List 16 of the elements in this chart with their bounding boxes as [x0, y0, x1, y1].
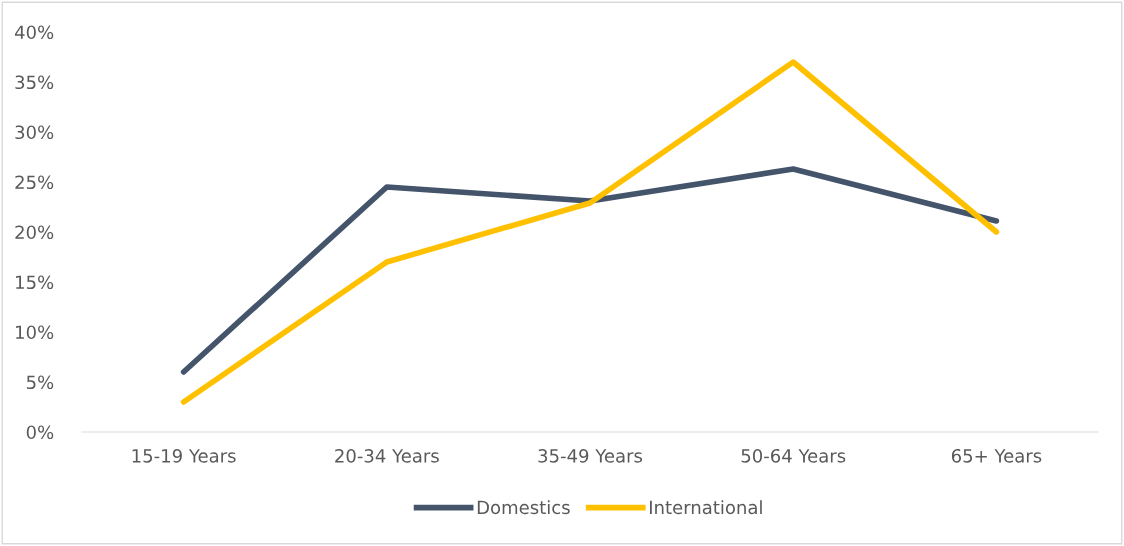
y-tick-label: 35% [15, 75, 54, 90]
x-tick-label: 35-49 Years [538, 448, 643, 463]
x-tick-label: 50-64 Years [741, 448, 846, 463]
y-tick-label: 5% [26, 375, 54, 390]
y-tick-label: 25% [15, 175, 54, 190]
x-tick-label: 20-34 Years [335, 448, 439, 463]
y-tick-label: 20% [15, 225, 54, 240]
x-tick-label: 15-19 Years [132, 448, 236, 463]
y-tick-label: 0% [26, 425, 54, 440]
y-tick-label: 15% [16, 275, 54, 290]
legend-label: Domestics [477, 500, 570, 515]
y-tick-label: 40% [14, 25, 54, 40]
y-tick-label: 10% [16, 325, 54, 340]
x-tick-label: 65+ Years [951, 448, 1042, 463]
y-tick-label: 30% [15, 125, 54, 140]
legend-label: International [650, 500, 762, 515]
